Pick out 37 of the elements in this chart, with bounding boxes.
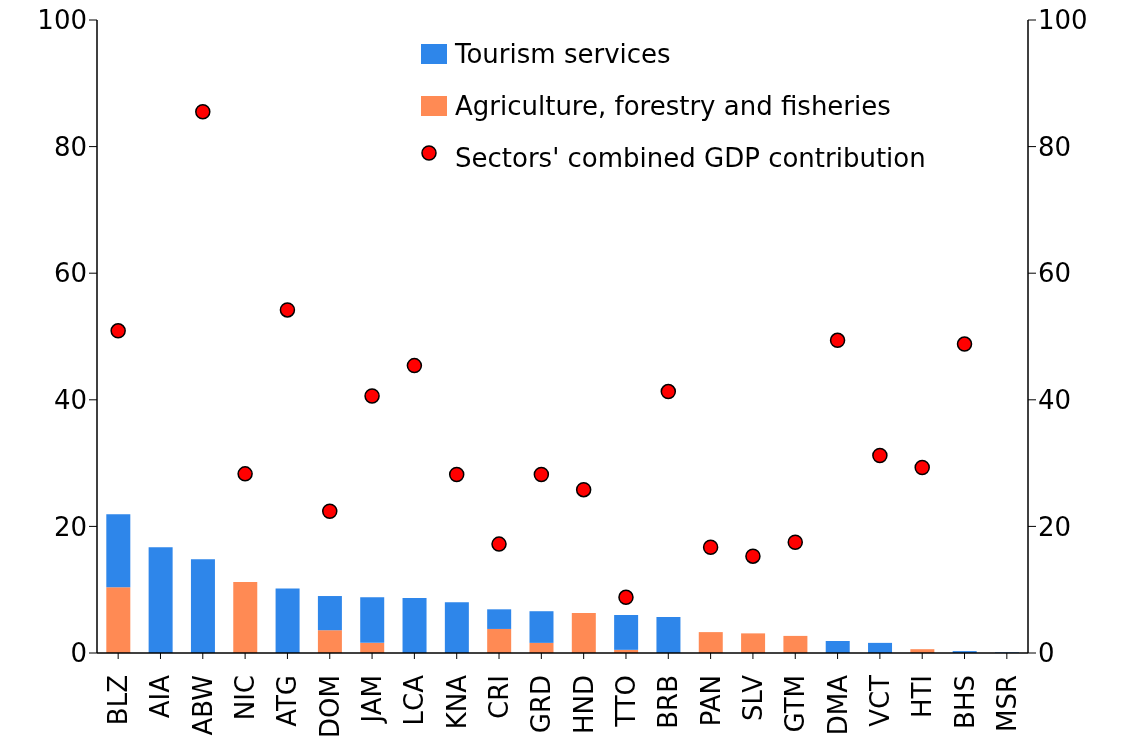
x-tick-label: BLZ <box>103 675 134 726</box>
y2-tick-label: 100 <box>1038 5 1088 36</box>
x-tick-label: JAM <box>357 675 388 725</box>
x-tick-label: VCT <box>864 674 895 727</box>
y-tick-label: 60 <box>53 258 87 289</box>
y-tick-label: 40 <box>53 385 87 416</box>
y-tick-label: 100 <box>37 5 87 36</box>
x-tick-label: GTM <box>780 675 811 733</box>
y2-tick-label: 0 <box>1038 638 1055 669</box>
y-tick-label: 0 <box>70 638 87 669</box>
y2-tick-label: 60 <box>1038 258 1072 289</box>
x-tick-label: CRI <box>484 675 515 719</box>
y-tick-label: 20 <box>53 511 87 542</box>
x-tick-label: NIC <box>230 675 261 721</box>
y2-tick-label: 20 <box>1038 511 1072 542</box>
x-tick-label: HTI <box>907 675 938 719</box>
x-tick-label: DMA <box>822 674 853 736</box>
x-tick-label: MSR <box>991 675 1022 733</box>
x-tick-label: BHS <box>949 675 980 729</box>
x-tick-label: LCA <box>399 674 430 726</box>
x-tick-label: KNA <box>441 674 472 730</box>
legend-label: Tourism services <box>455 39 671 69</box>
legend-label: Sectors' combined GDP contribution <box>455 143 926 173</box>
x-tick-label: PAN <box>695 675 726 727</box>
x-tick-label: AIA <box>145 674 176 719</box>
x-tick-label: TTO <box>610 675 641 728</box>
y2-tick-label: 80 <box>1038 131 1072 162</box>
x-tick-label: DOM <box>314 675 345 738</box>
x-tick-label: HND <box>568 675 599 735</box>
x-tick-label: GRD <box>526 675 557 734</box>
y2-tick-label: 40 <box>1038 385 1072 416</box>
legend-label: Agriculture, forestry and fisheries <box>455 91 891 121</box>
x-tick-label: BRB <box>653 675 684 729</box>
x-tick-label: ABW <box>187 675 218 736</box>
y-tick-label: 80 <box>53 131 87 162</box>
x-tick-label: ATG <box>272 675 303 727</box>
x-tick-label: SLV <box>737 674 768 721</box>
